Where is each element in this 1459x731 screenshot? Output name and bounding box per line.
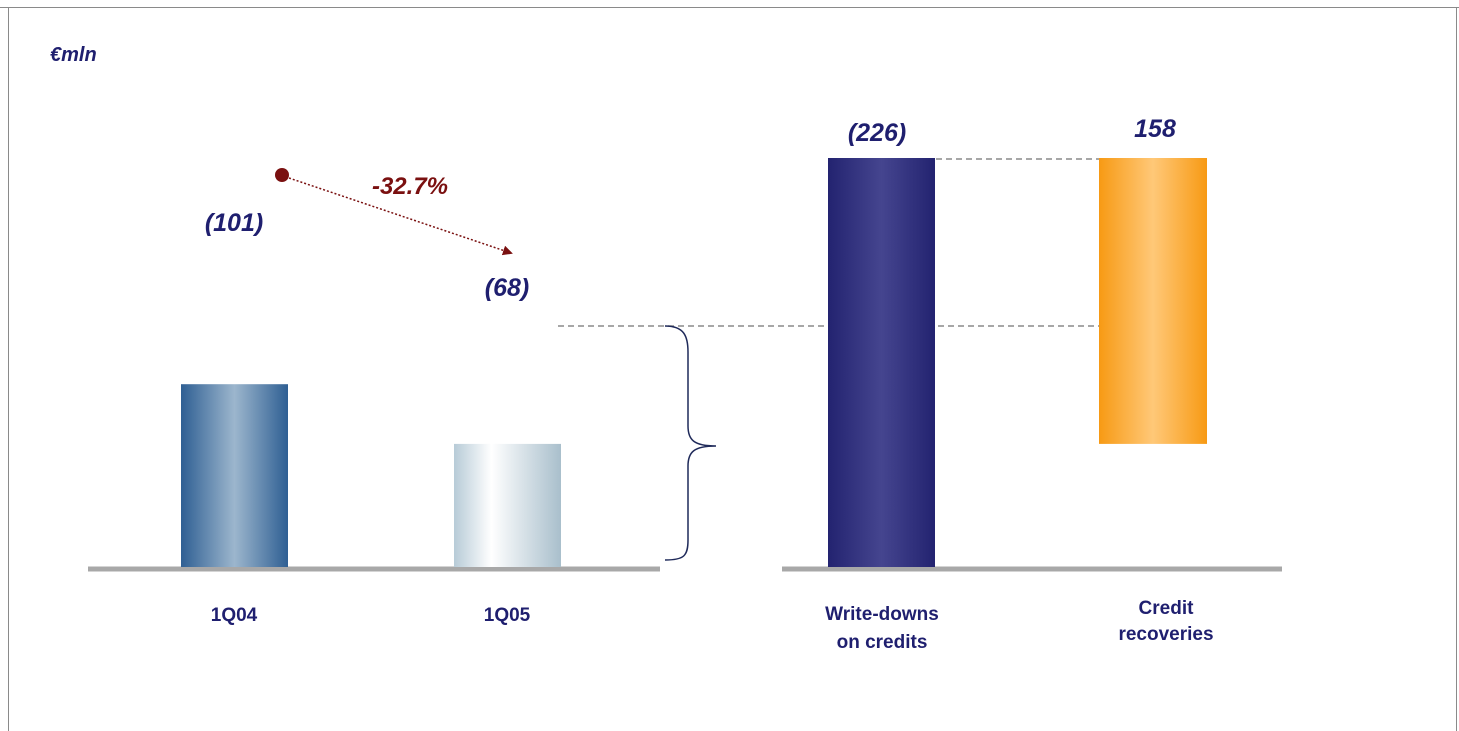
frame-left [0, 8, 9, 731]
bar-1q05 [454, 443, 561, 567]
category-label-write-downs-line-2: on credits [837, 632, 928, 653]
category-label-credit-recoveries-line-1: Credit [1139, 598, 1195, 619]
category-label-1q04: 1Q04 [211, 605, 258, 626]
curly-brace [664, 325, 717, 561]
bar-write-downs [828, 158, 935, 567]
category-label-credit-recoveries-line-2: recoveries [1118, 624, 1213, 645]
delta-arrow [288, 177, 513, 256]
unit-label: €mln [50, 44, 97, 66]
frame-top [0, 0, 1459, 8]
delta-annotation: -32.7% [372, 173, 448, 200]
data-label-1q04: (101) [205, 209, 263, 237]
bar-1q04 [181, 384, 288, 567]
delta-start-dot [275, 168, 289, 182]
category-label-1q05: 1Q05 [484, 605, 531, 626]
data-label-write-downs: (226) [848, 119, 906, 147]
data-label-1q05: (68) [485, 274, 529, 302]
bar-credit-recoveries [1099, 158, 1207, 444]
frame-right [1456, 8, 1459, 731]
category-label-write-downs-line-1: Write-downs [825, 604, 939, 625]
data-label-credit-recoveries: 158 [1134, 115, 1176, 143]
